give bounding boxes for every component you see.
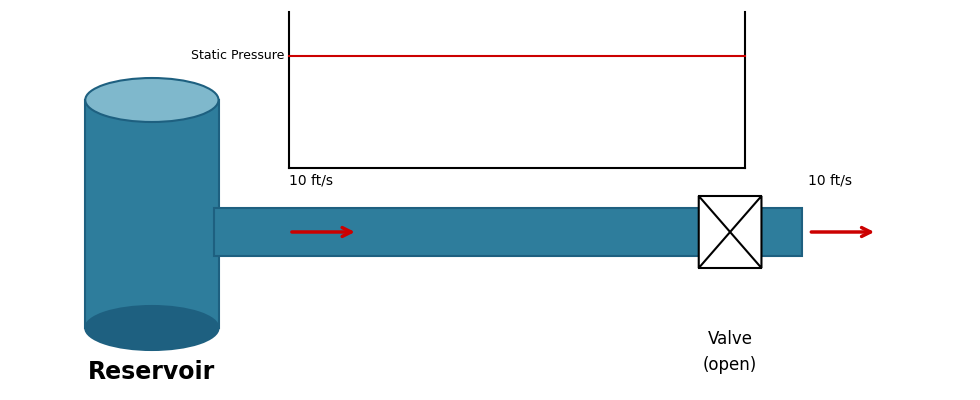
Text: 10 ft/s: 10 ft/s	[289, 174, 333, 188]
Polygon shape	[699, 196, 730, 268]
Text: Static Pressure: Static Pressure	[191, 49, 284, 62]
Bar	[85, 100, 219, 328]
Text: Valve
(open): Valve (open)	[703, 330, 758, 374]
Bar	[214, 208, 725, 256]
Bar	[761, 208, 802, 256]
Text: Reservoir: Reservoir	[88, 360, 216, 384]
Bar	[699, 196, 761, 268]
Ellipse shape	[85, 306, 219, 350]
Polygon shape	[730, 196, 761, 268]
Ellipse shape	[85, 78, 219, 122]
Text: 10 ft/s: 10 ft/s	[808, 174, 853, 188]
